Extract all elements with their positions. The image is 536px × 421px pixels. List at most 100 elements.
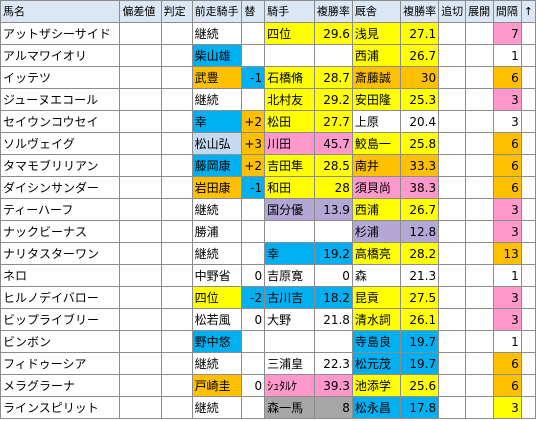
cell-jockey-rate[interactable]: 8 (313, 396, 353, 419)
cell-pace[interactable] (465, 198, 494, 221)
cell-trainer[interactable]: 松永昌 (351, 396, 402, 419)
cell-change[interactable] (241, 198, 266, 221)
cell-judgement[interactable] (160, 44, 193, 67)
cell-prev-jockey[interactable]: 四位 (191, 286, 243, 309)
cell-change[interactable]: 0 (241, 374, 266, 397)
cell-workout[interactable] (438, 88, 467, 111)
cell-workout[interactable] (438, 66, 467, 89)
table-row[interactable]: ナックビーナス 勝浦 杉浦 12.8 3 (0, 220, 536, 243)
header-workout[interactable]: 追切 (438, 0, 467, 23)
cell-score[interactable] (119, 176, 162, 199)
cell-interval[interactable]: 3 (492, 220, 522, 243)
cell-score[interactable] (119, 308, 162, 331)
cell-jockey[interactable]: 吉田隼 (264, 154, 315, 177)
cell-trainer-rate[interactable]: 19.7 (400, 352, 440, 375)
cell-score[interactable] (119, 154, 162, 177)
cell-trainer-rate[interactable]: 26.1 (400, 308, 440, 331)
table-row[interactable]: ビンボン 野中悠 寺島良 19.7 1 (0, 330, 536, 353)
cell-jockey[interactable]: 四位 (264, 22, 315, 45)
cell-extra[interactable] (520, 352, 536, 375)
cell-trainer-rate[interactable]: 17.8 (400, 396, 440, 419)
cell-trainer-rate[interactable]: 28.2 (400, 242, 440, 265)
cell-workout[interactable] (438, 308, 467, 331)
cell-jockey-rate[interactable]: 28.7 (313, 66, 353, 89)
cell-horse-name[interactable]: ナリタスターワン (0, 242, 121, 265)
cell-jockey-rate[interactable]: 39.3 (313, 374, 353, 397)
cell-interval[interactable]: 3 (492, 286, 522, 309)
cell-change[interactable]: +3 (241, 132, 266, 155)
cell-jockey[interactable]: 大野 (264, 308, 315, 331)
cell-prev-jockey[interactable]: 松若風 (191, 308, 243, 331)
cell-pace[interactable] (465, 44, 494, 67)
cell-pace[interactable] (465, 154, 494, 177)
cell-judgement[interactable] (160, 264, 193, 287)
cell-trainer-rate[interactable]: 12.8 (400, 220, 440, 243)
cell-pace[interactable] (465, 220, 494, 243)
cell-change[interactable] (241, 88, 266, 111)
cell-workout[interactable] (438, 132, 467, 155)
cell-score[interactable] (119, 374, 162, 397)
cell-horse-name[interactable]: アットザシーサイド (0, 22, 121, 45)
header-jockey[interactable]: 騎手 (264, 0, 315, 23)
cell-horse-name[interactable]: ビンボン (0, 330, 121, 353)
table-row[interactable]: フィドゥーシア 継続 三浦皇 22.3 松元茂 19.7 6 (0, 352, 536, 375)
cell-trainer-rate[interactable]: 27.1 (400, 22, 440, 45)
cell-score[interactable] (119, 220, 162, 243)
cell-trainer[interactable]: 昆貢 (351, 286, 402, 309)
cell-jockey-rate[interactable]: 13.9 (313, 198, 353, 221)
cell-pace[interactable] (465, 242, 494, 265)
cell-horse-name[interactable]: ティーハーフ (0, 198, 121, 221)
cell-pace[interactable] (465, 110, 494, 133)
cell-judgement[interactable] (160, 66, 193, 89)
cell-horse-name[interactable]: アルマワイオリ (0, 44, 121, 67)
cell-interval[interactable]: 3 (492, 110, 522, 133)
table-row[interactable]: ヒルノデイバロー 四位 -2 古川吉 18.2 昆貢 27.5 3 (0, 286, 536, 309)
cell-trainer[interactable]: 須貝尚 (351, 176, 402, 199)
cell-change[interactable]: -1 (241, 66, 266, 89)
cell-trainer[interactable]: 南井 (351, 154, 402, 177)
table-row[interactable]: アットザシーサイド 継続 四位 29.6 浅見 27.1 7 (0, 22, 536, 45)
cell-workout[interactable] (438, 110, 467, 133)
cell-judgement[interactable] (160, 110, 193, 133)
cell-change[interactable]: 0 (241, 308, 266, 331)
cell-jockey-rate[interactable]: 45.7 (313, 132, 353, 155)
cell-interval[interactable]: 6 (492, 132, 522, 155)
cell-extra[interactable] (520, 220, 536, 243)
table-row[interactable]: ネロ 中野省 0 吉原寛 0 森 21.3 1 (0, 264, 536, 287)
cell-score[interactable] (119, 22, 162, 45)
cell-horse-name[interactable]: メラグラーナ (0, 374, 121, 397)
cell-trainer[interactable]: 森 (351, 264, 402, 287)
cell-change[interactable] (241, 22, 266, 45)
cell-extra[interactable] (520, 154, 536, 177)
cell-horse-name[interactable]: ソルヴェイグ (0, 132, 121, 155)
cell-jockey[interactable] (264, 330, 315, 353)
cell-trainer[interactable]: 杉浦 (351, 220, 402, 243)
cell-change[interactable] (241, 330, 266, 353)
cell-horse-name[interactable]: タマモブリリアン (0, 154, 121, 177)
cell-jockey[interactable]: 古川吉 (264, 286, 315, 309)
cell-interval[interactable]: 3 (492, 198, 522, 221)
cell-workout[interactable] (438, 330, 467, 353)
cell-change[interactable] (241, 44, 266, 67)
cell-prev-jockey[interactable]: 継続 (191, 352, 243, 375)
cell-horse-name[interactable]: ジューヌエコール (0, 88, 121, 111)
cell-extra[interactable] (520, 198, 536, 221)
table-row[interactable]: ソルヴェイグ 松山弘 +3 川田 45.7 鮫島一 25.8 6 (0, 132, 536, 155)
cell-judgement[interactable] (160, 330, 193, 353)
cell-prev-jockey[interactable]: 中野省 (191, 264, 243, 287)
cell-score[interactable] (119, 110, 162, 133)
cell-prev-jockey[interactable]: 武豊 (191, 66, 243, 89)
table-row[interactable]: ナリタスターワン 継続幸 19.2 高橋亮 28.2 13 (0, 242, 536, 265)
cell-interval[interactable]: 1 (492, 264, 522, 287)
cell-interval[interactable]: 1 (492, 330, 522, 353)
cell-score[interactable] (119, 88, 162, 111)
cell-prev-jockey[interactable]: 戸崎圭 (191, 374, 243, 397)
cell-workout[interactable] (438, 242, 467, 265)
cell-workout[interactable] (438, 176, 467, 199)
cell-trainer[interactable]: 西浦 (351, 44, 402, 67)
cell-workout[interactable] (438, 198, 467, 221)
cell-interval[interactable]: 6 (492, 352, 522, 375)
cell-extra[interactable] (520, 286, 536, 309)
cell-interval[interactable]: 6 (492, 154, 522, 177)
cell-prev-jockey[interactable]: 柴山雄 (191, 44, 243, 67)
